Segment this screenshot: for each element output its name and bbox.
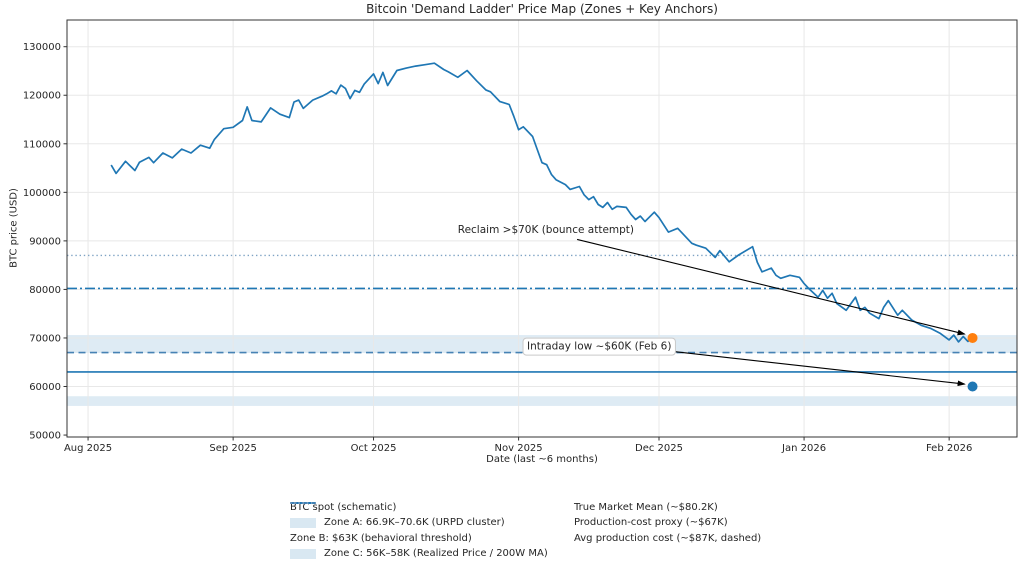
y-tick-label: 100000 [23, 188, 61, 199]
legend-item-label: BTC spot (schematic) [290, 502, 397, 514]
x-tick-label: Sep 2025 [209, 443, 256, 454]
y-tick-label: 120000 [23, 91, 61, 102]
axes-spines [66, 19, 1018, 438]
legend-item: BTC spot (schematic) [290, 500, 562, 515]
y-tick-label: 90000 [29, 236, 61, 247]
legend-item: Zone C: 56K–58K (Realized Price / 200W M… [290, 546, 562, 561]
legend-swatch-patch [290, 517, 316, 528]
legend-item-label: Zone B: $63K (behavioral threshold) [290, 532, 472, 544]
y-tick-label: 70000 [29, 333, 61, 344]
y-axis-label: BTC price (USD) [8, 188, 20, 268]
x-axis-label: Date (last ~6 months) [486, 454, 598, 465]
legend-item-label: True Market Mean (~$80.2K) [574, 502, 718, 514]
legend: BTC spot (schematic) Zone A: 66.9K–70.6K … [290, 500, 846, 561]
reclaim-70k-arrow [576, 238, 966, 336]
y-tick-label: 80000 [29, 285, 61, 296]
intraday-low-60k-marker [967, 381, 978, 392]
y-tick-label: 130000 [23, 42, 61, 53]
zone-c-band [67, 396, 1017, 406]
x-tick-label: Aug 2025 [64, 443, 112, 454]
x-tick-label: Oct 2025 [351, 443, 397, 454]
x-tick-label: Feb 2026 [926, 443, 972, 454]
chart-title: Bitcoin 'Demand Ladder' Price Map (Zones… [366, 2, 718, 16]
y-tick-label: 110000 [23, 139, 61, 150]
reclaim-70k-label: Reclaim >$70K (bounce attempt) [458, 224, 634, 236]
legend-swatch-patch [290, 548, 316, 559]
y-tick-label: 60000 [29, 382, 61, 393]
x-tick-label: Nov 2025 [495, 443, 543, 454]
legend-item-label: Production-cost proxy (~$67K) [574, 517, 728, 529]
intraday-low-60k-label-box [522, 337, 676, 356]
reclaim-70k-marker [967, 332, 978, 343]
legend-item-label: Zone C: 56K–58K (Realized Price / 200W M… [324, 548, 548, 560]
x-tick-label: Dec 2025 [635, 443, 683, 454]
x-tick-label: Jan 2026 [781, 443, 826, 454]
legend-item-label: Avg production cost (~$87K, dashed) [574, 532, 762, 544]
btc-spot-line [110, 62, 974, 343]
legend-column: BTC spot (schematic) Zone A: 66.9K–70.6K … [290, 500, 562, 561]
legend-item: Zone A: 66.9K–70.6K (URPD cluster) [290, 515, 562, 530]
legend-item: Production-cost proxy (~$67K) [290, 502, 846, 530]
legend-item: True Market Mean (~$80.2K) [290, 500, 846, 515]
y-tick-label: 50000 [29, 431, 61, 442]
legend-item: Avg production cost (~$87K, dashed) [290, 502, 846, 546]
intraday-low-60k-arrow [673, 351, 966, 387]
legend-item: Zone B: $63K (behavioral threshold) [290, 502, 562, 546]
legend-column: True Market Mean (~$80.2K) Production-cos… [290, 500, 846, 561]
intraday-low-60k-label: Intraday low ~$60K (Feb 6) [527, 341, 671, 353]
legend-swatch-dotted [290, 502, 316, 504]
legend-item-label: Zone A: 66.9K–70.6K (URPD cluster) [324, 517, 505, 529]
